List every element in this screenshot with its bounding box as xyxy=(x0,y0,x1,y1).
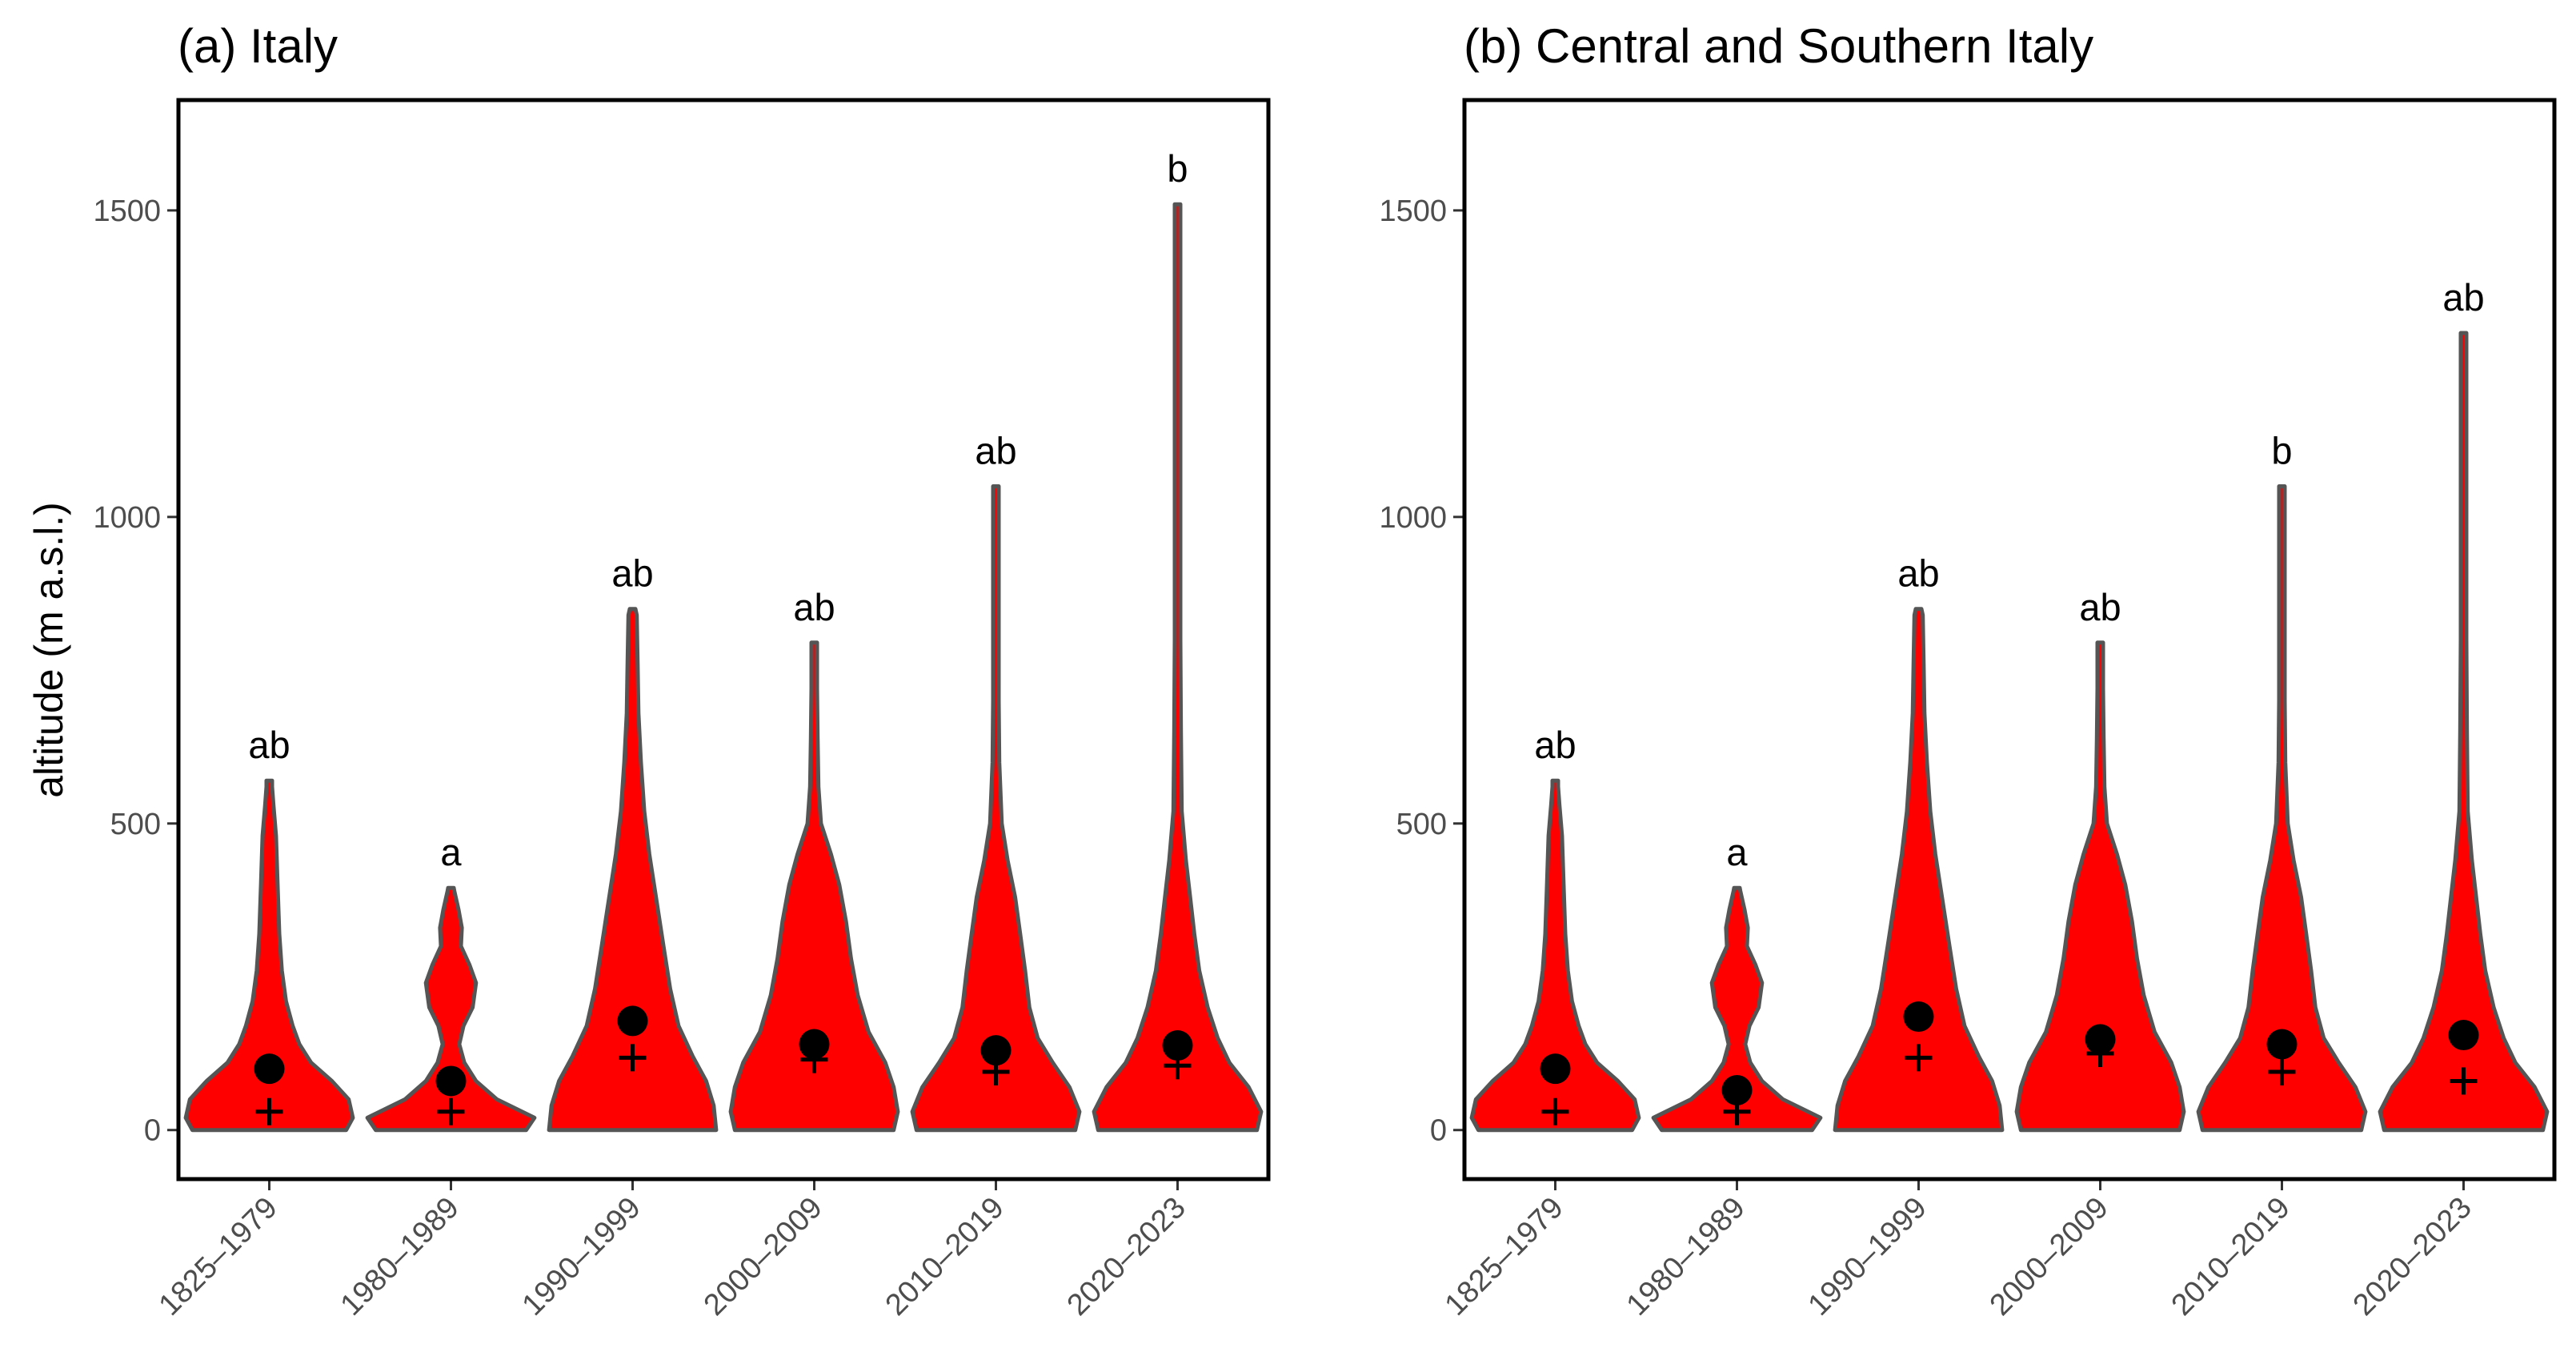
violin-2010–2019 xyxy=(910,484,1082,1133)
violin-2010–2019 xyxy=(2196,484,2368,1133)
significance-letters: ab a ab ab b ab xyxy=(1534,276,2484,873)
violin-2000–2009 xyxy=(2014,640,2186,1133)
y-tick-label: 1500 xyxy=(93,195,161,228)
violins xyxy=(1469,331,2550,1133)
mean-marker xyxy=(980,1035,1012,1066)
mean-marker xyxy=(435,1065,467,1097)
violin-1980–1989 xyxy=(365,885,537,1133)
violin-2000–2009 xyxy=(728,640,900,1133)
median-marker xyxy=(1905,1044,1933,1072)
y-tick-label: 1500 xyxy=(1379,195,1447,228)
mean-marker xyxy=(1903,1001,1934,1033)
violin-1990–1999 xyxy=(1833,607,2005,1133)
significance-letter: ab xyxy=(1897,552,1939,595)
markers xyxy=(1540,1001,2479,1125)
y-axis-label: altitude (m a.s.l.) xyxy=(26,502,71,798)
violin-2020–2023 xyxy=(1092,202,1264,1133)
mean-marker xyxy=(799,1029,830,1060)
violin-2020–2023 xyxy=(2378,331,2550,1133)
panel-title: (b) Central and Southern Italy xyxy=(1464,19,2093,73)
violin-1990–1999 xyxy=(547,607,719,1133)
median-marker xyxy=(2268,1057,2296,1085)
mean-marker xyxy=(2266,1029,2298,1060)
significance-letter: ab xyxy=(248,724,290,766)
violin-1825–1979 xyxy=(1469,778,1641,1133)
significance-letter: ab xyxy=(611,552,653,595)
median-marker xyxy=(255,1097,283,1125)
mean-marker xyxy=(1162,1030,1193,1061)
median-marker xyxy=(1541,1097,1569,1125)
significance-letter: ab xyxy=(793,586,835,628)
significance-letter: b xyxy=(2271,430,2292,472)
significance-letters: ab a ab ab ab b xyxy=(248,147,1188,873)
mean-marker xyxy=(1721,1074,1753,1105)
panel-border xyxy=(1462,98,2557,1181)
y-tick-label: 0 xyxy=(144,1114,161,1148)
panel-central-southern-italy: (b) Central and Southern Italy abaababba… xyxy=(1379,19,2557,1322)
violin-1825–1979 xyxy=(183,778,355,1133)
panel-border xyxy=(176,98,1271,1181)
mean-marker xyxy=(617,1005,648,1037)
median-marker xyxy=(437,1097,465,1125)
violin-1980–1989 xyxy=(1651,885,1823,1133)
y-tick-label: 500 xyxy=(1396,808,1447,841)
significance-letter: a xyxy=(1726,831,1748,873)
panel-title: (a) Italy xyxy=(178,19,338,73)
significance-letter: ab xyxy=(1534,724,1576,766)
median-marker xyxy=(619,1044,647,1072)
y-tick-label: 1000 xyxy=(1379,501,1447,535)
mean-marker xyxy=(1540,1053,1571,1085)
y-tick-label: 500 xyxy=(110,808,161,841)
y-tick-label: 0 xyxy=(1430,1114,1447,1148)
markers xyxy=(254,1005,1193,1125)
significance-letter: a xyxy=(440,831,462,873)
significance-letter: ab xyxy=(975,430,1016,472)
significance-letter: ab xyxy=(2079,586,2121,628)
violins xyxy=(183,202,1264,1133)
mean-marker xyxy=(2448,1020,2479,1051)
significance-letter: ab xyxy=(2442,276,2484,319)
significance-letter: b xyxy=(1167,147,1188,190)
mean-marker xyxy=(254,1053,285,1085)
mean-marker xyxy=(2085,1024,2116,1055)
median-marker xyxy=(2450,1067,2478,1095)
y-tick-label: 1000 xyxy=(93,501,161,535)
